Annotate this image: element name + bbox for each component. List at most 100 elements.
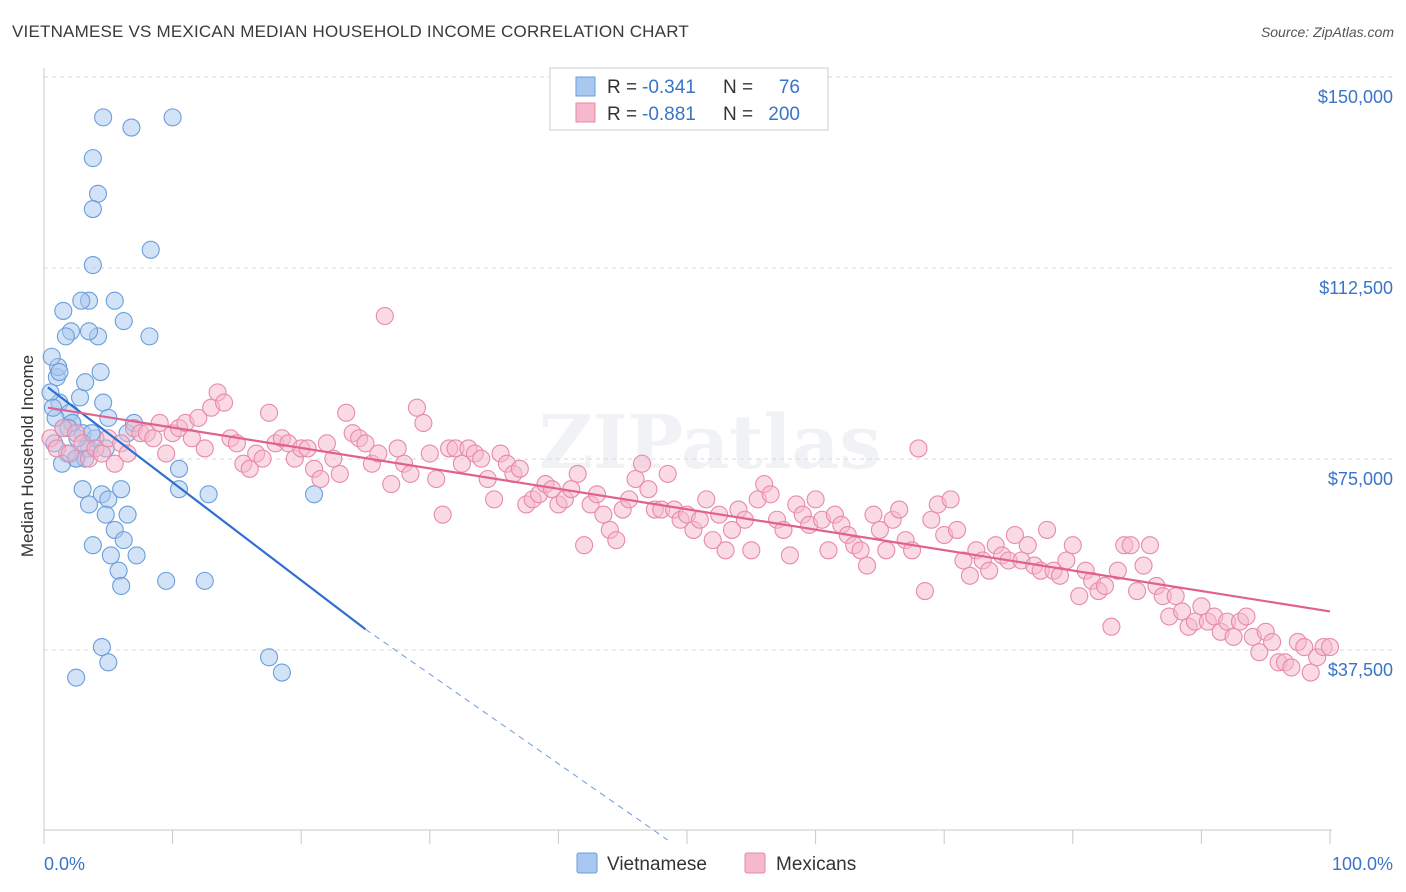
point-mexicans bbox=[1102, 617, 1121, 636]
point-mexicans bbox=[594, 505, 613, 524]
trend-extension-vietnamese bbox=[365, 628, 668, 841]
point-mexicans bbox=[626, 469, 645, 489]
y-axis-label: Median Household Income bbox=[18, 355, 37, 557]
point-vietnamese bbox=[127, 546, 146, 565]
point-mexicans bbox=[420, 444, 439, 463]
point-mexicans bbox=[960, 566, 979, 585]
point-mexicans bbox=[877, 541, 896, 560]
point-mexicans bbox=[317, 434, 336, 453]
point-mexicans bbox=[857, 556, 877, 575]
point-mexicans bbox=[195, 439, 214, 458]
point-mexicans bbox=[658, 464, 677, 483]
point-mexicans bbox=[780, 546, 799, 565]
point-mexicans bbox=[697, 490, 716, 509]
point-mexicans bbox=[1128, 582, 1147, 601]
point-mexicans bbox=[1038, 520, 1057, 539]
point-vietnamese bbox=[195, 571, 214, 590]
point-mexicans bbox=[189, 408, 208, 427]
point-vietnamese bbox=[83, 256, 102, 275]
point-vietnamese bbox=[54, 301, 73, 320]
x-tick-label: 100.0% bbox=[1332, 854, 1393, 874]
point-mexicans bbox=[388, 439, 407, 458]
x-tick-labels: 0.0% 100.0% bbox=[44, 854, 1393, 874]
series-mexicans bbox=[41, 306, 1340, 682]
point-mexicans bbox=[1224, 627, 1243, 646]
point-mexicans bbox=[1295, 638, 1314, 657]
point-vietnamese bbox=[91, 362, 110, 382]
point-vietnamese bbox=[79, 495, 99, 514]
point-mexicans bbox=[510, 459, 529, 478]
point-mexicans bbox=[337, 403, 356, 422]
point-mexicans bbox=[240, 459, 259, 478]
point-vietnamese bbox=[305, 485, 324, 504]
point-mexicans bbox=[330, 464, 349, 483]
point-mexicans bbox=[60, 444, 79, 463]
point-vietnamese bbox=[163, 108, 182, 127]
chart-title: VIETNAMESE VS MEXICAN MEDIAN HOUSEHOLD I… bbox=[12, 22, 689, 41]
point-vietnamese bbox=[83, 200, 102, 219]
point-vietnamese bbox=[83, 149, 102, 168]
point-mexicans bbox=[485, 490, 504, 509]
point-mexicans bbox=[742, 541, 761, 560]
point-mexicans bbox=[401, 464, 420, 483]
point-vietnamese bbox=[88, 184, 108, 203]
series-legend: Vietnamese Mexicans bbox=[576, 852, 856, 875]
point-mexicans bbox=[819, 541, 838, 560]
point-mexicans bbox=[407, 398, 426, 417]
point-mexicans bbox=[433, 505, 452, 524]
point-mexicans bbox=[568, 464, 587, 483]
point-mexicans bbox=[716, 541, 735, 560]
point-mexicans bbox=[214, 393, 234, 412]
point-mexicans bbox=[722, 520, 742, 539]
point-mexicans bbox=[607, 531, 626, 550]
point-vietnamese bbox=[140, 327, 159, 346]
point-mexicans bbox=[639, 480, 658, 499]
legend-n-value: 76 bbox=[779, 77, 800, 98]
point-mexicans bbox=[806, 490, 825, 509]
point-mexicans bbox=[452, 454, 472, 473]
legend-n-value: 200 bbox=[768, 104, 800, 125]
y-tick-label: $75,000 bbox=[1328, 469, 1393, 489]
point-mexicans bbox=[1320, 638, 1340, 657]
watermark: ZIPatlas bbox=[539, 400, 881, 486]
point-vietnamese bbox=[42, 347, 61, 366]
bottom-swatch-vietnamese bbox=[576, 852, 598, 874]
point-mexicans bbox=[414, 413, 433, 433]
point-mexicans bbox=[690, 510, 709, 529]
point-mexicans bbox=[980, 561, 999, 580]
point-mexicans bbox=[1005, 525, 1024, 545]
y-tick-labels: $37,500 $75,000 $112,500 $150,000 bbox=[1318, 87, 1393, 680]
point-vietnamese bbox=[50, 362, 69, 382]
point-mexicans bbox=[941, 490, 960, 509]
point-vietnamese bbox=[99, 653, 118, 672]
point-mexicans bbox=[1237, 607, 1256, 626]
point-mexicans bbox=[1250, 643, 1269, 662]
trend-line-mexicans bbox=[47, 406, 1331, 613]
legend-swatch-mexicans bbox=[575, 102, 596, 123]
point-mexicans bbox=[870, 520, 889, 539]
point-vietnamese bbox=[259, 648, 279, 667]
point-mexicans bbox=[864, 505, 883, 524]
trend-line-vietnamese bbox=[47, 386, 367, 631]
point-mexicans bbox=[1095, 576, 1114, 596]
point-mexicans bbox=[1140, 536, 1160, 555]
y-tick-label: $112,500 bbox=[1319, 278, 1393, 298]
point-vietnamese bbox=[94, 393, 113, 412]
point-mexicans bbox=[92, 444, 111, 463]
point-mexicans bbox=[369, 444, 388, 463]
trend-lines bbox=[47, 386, 1331, 841]
series-vietnamese bbox=[41, 108, 324, 687]
x-tick-label: 0.0% bbox=[44, 854, 85, 874]
point-vietnamese bbox=[272, 663, 291, 682]
point-mexicans bbox=[1070, 587, 1089, 606]
point-vietnamese bbox=[112, 576, 131, 596]
point-vietnamese bbox=[79, 322, 99, 341]
point-vietnamese bbox=[76, 373, 95, 392]
point-vietnamese bbox=[109, 561, 128, 580]
point-mexicans bbox=[375, 306, 394, 326]
legend-r-label: R = bbox=[607, 77, 637, 98]
point-mexicans bbox=[1063, 536, 1082, 555]
point-mexicans bbox=[1263, 632, 1282, 652]
point-mexicans bbox=[253, 449, 272, 468]
